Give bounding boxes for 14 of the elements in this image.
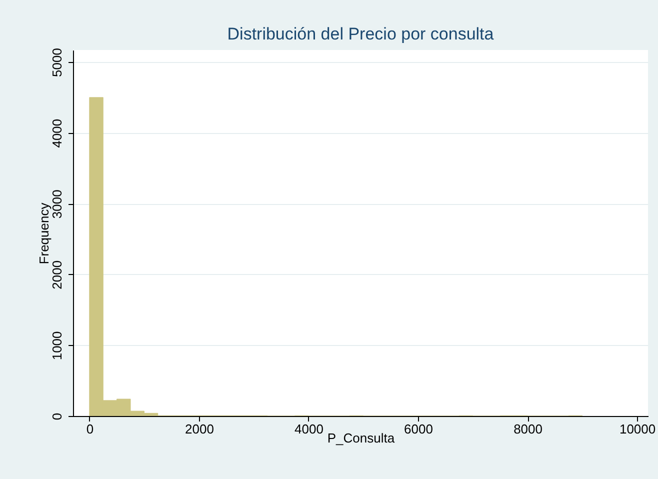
x-tick-label: 0: [86, 422, 94, 436]
x-tick-label: 10000: [619, 422, 656, 436]
y-tick-label: 1000: [50, 331, 64, 360]
x-tick-label: 2000: [184, 422, 214, 436]
x-tick-label: 8000: [514, 422, 542, 436]
x-tick-label: 4000: [294, 422, 324, 436]
x-tick-label: 6000: [404, 422, 433, 436]
chart-title: Distribución del Precio por consulta: [227, 24, 494, 44]
y-tick-label: 0: [50, 412, 64, 420]
y-axis-title: Frequency: [36, 202, 52, 264]
y-tick-label: 5000: [50, 48, 64, 77]
y-tick-label: 2000: [50, 260, 64, 290]
y-tick-label: 4000: [50, 118, 64, 148]
x-axis-title: P_Consulta: [327, 430, 396, 446]
